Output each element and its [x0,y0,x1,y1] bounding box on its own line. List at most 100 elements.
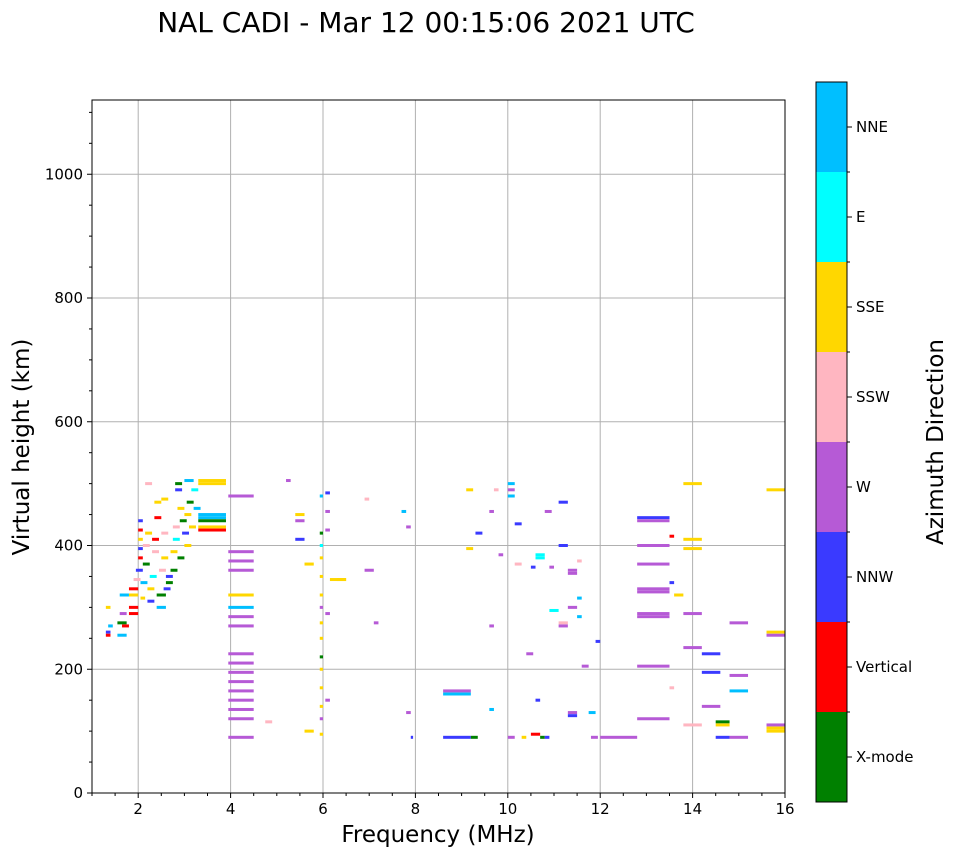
echo-trace [364,497,370,501]
colorbar-label-1: Vertical [856,658,912,676]
y-axis-label: Virtual height (km) [9,339,35,556]
echo-trace [373,621,379,625]
echo-trace [683,482,702,486]
echo-trace [683,537,702,541]
echo-trace [466,547,474,551]
colorbar-segment [816,622,847,712]
echo-trace [701,704,721,708]
echo-trace [198,479,226,483]
echo-trace [319,655,323,659]
echo-trace [142,544,150,547]
echo-trace [683,723,702,727]
echo-trace [138,556,143,560]
echo-trace [507,482,515,486]
echo-trace [170,568,178,572]
echo-trace [507,494,515,498]
echo-trace [364,568,374,572]
echo-trace [530,732,541,736]
echo-trace [286,479,291,483]
echo-trace [170,550,178,554]
echo-trace [319,636,323,640]
echo-trace [165,574,173,578]
echo-trace [182,531,190,535]
echo-trace [105,630,111,634]
echo-trace [669,534,675,538]
echo-trace [674,593,684,597]
echo-trace [228,605,254,609]
echo-trace [186,500,194,504]
echo-trace [443,689,471,693]
plot-frame [91,99,786,794]
echo-trace [319,556,323,560]
echo-trace [319,574,323,578]
echo-trace [577,559,582,563]
echo-trace [158,568,166,572]
echo-trace [138,547,143,551]
echo-trace [228,624,254,628]
echo-trace [549,608,559,612]
echo-trace [577,615,582,619]
chart-title: NAL CADI - Mar 12 00:15:06 2021 UTC [157,6,695,39]
x-tick-label: 2 [133,800,143,818]
echo-trace [228,550,254,554]
echo-trace [128,612,139,616]
echo-trace [766,729,785,733]
echo-trace [295,537,305,541]
echo-trace [117,621,127,625]
echo-trace [401,509,407,513]
echo-trace [319,686,323,690]
echo-trace [507,735,515,739]
echo-trace [198,519,226,523]
echo-trace [669,581,675,585]
echo-trace [228,707,254,711]
echo-trace [295,519,305,523]
echo-trace [304,729,314,733]
echo-trace [228,593,254,597]
echo-trace [336,578,347,582]
x-tick-label: 6 [318,800,328,818]
echo-trace [228,494,254,498]
colorbar-segment [816,442,847,532]
colorbar-label-0: X-mode [856,748,913,766]
echo-trace [729,621,749,625]
echo-trace [198,482,226,486]
echo-trace [119,612,127,616]
echo-trace [443,692,471,696]
colorbar-label-3: W [856,478,871,496]
echo-trace [156,605,166,609]
echo-trace [140,581,148,585]
echo-trace [138,537,143,541]
echo-trace [535,698,541,702]
colorbar-label-4: SSW [856,388,890,406]
echo-trace [154,516,162,520]
echo-trace [145,531,153,535]
echo-trace [558,621,568,625]
echo-trace [729,735,749,739]
echo-trace [325,491,330,495]
echo-trace [701,652,721,656]
echo-trace [637,519,670,523]
echo-trace [228,698,254,702]
x-tick-label: 12 [591,800,610,818]
echo-trace [319,667,323,671]
echo-trace [470,735,478,739]
echo-trace [507,488,515,492]
echo-trace [526,652,534,656]
y-tick-label: 400 [54,537,83,555]
echo-trace [147,587,155,591]
y-tick-label: 0 [73,784,83,802]
echo-trace [161,531,169,535]
echo-trace [581,664,589,668]
echo-trace [156,593,166,597]
echo-trace [228,670,254,674]
echo-trace [128,605,139,609]
colorbar-segment [816,532,847,622]
echo-trace [184,544,192,547]
echo-trace [683,547,702,551]
echo-trace [637,590,670,594]
echo-trace [514,562,522,566]
echo-trace [521,735,527,739]
echo-trace [304,562,314,566]
echo-trace [567,605,578,609]
x-axis: 2 4 6 8 10 12 14 16 [91,793,795,818]
